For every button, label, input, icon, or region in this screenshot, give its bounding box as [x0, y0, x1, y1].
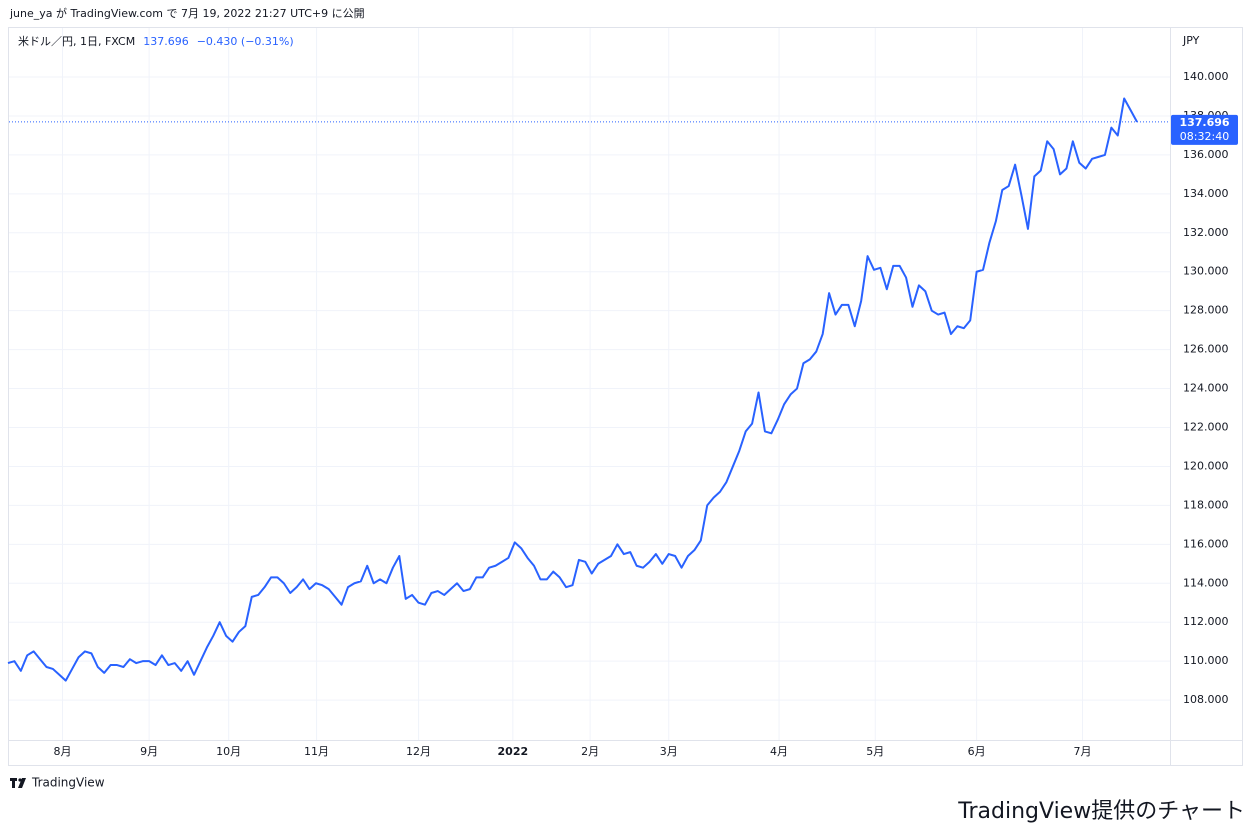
- change: −0.430 (−0.31%): [197, 35, 294, 48]
- x-tick-label: 3月: [660, 745, 678, 758]
- y-tick-label: 126.000: [1183, 343, 1229, 356]
- x-tick-label: 2月: [581, 745, 599, 758]
- y-tick-label: 128.000: [1183, 304, 1229, 317]
- y-tick-label: 130.000: [1183, 265, 1229, 278]
- y-tick-label: 122.000: [1183, 421, 1229, 434]
- last-price: 137.696: [143, 35, 189, 48]
- logo: TradingView: [31, 776, 105, 790]
- y-tick-label: 112.000: [1183, 615, 1229, 628]
- x-tick-label: 4月: [770, 745, 788, 758]
- price-label-box: [1171, 114, 1238, 145]
- y-tick-label: 108.000: [1183, 693, 1229, 706]
- x-tick-label: 2022: [498, 745, 529, 758]
- countdown: 08:32:40: [1180, 130, 1229, 143]
- y-tick-label: 110.000: [1183, 654, 1229, 667]
- x-tick-label: 8月: [54, 745, 72, 758]
- price-line: [7, 97, 1138, 682]
- y-tick-label: 114.000: [1183, 576, 1229, 589]
- currency: JPY: [1182, 34, 1200, 47]
- price-label: 137.696: [1179, 116, 1229, 129]
- x-tick-label: 5月: [866, 745, 884, 758]
- x-tick-label: 12月: [406, 745, 431, 758]
- y-tick-label: 140.000: [1183, 70, 1229, 83]
- x-tick-label: 11月: [304, 745, 329, 758]
- grid: [9, 28, 1170, 740]
- y-tick-label: 132.000: [1183, 226, 1229, 239]
- y-tick-label: 120.000: [1183, 459, 1229, 472]
- y-tick-label: 118.000: [1183, 498, 1229, 511]
- footer: TradingView提供のチャート: [957, 799, 1245, 824]
- symbol: 米ドル／円, 1日, FXCM: [18, 35, 135, 48]
- y-tick-label: 136.000: [1183, 148, 1229, 161]
- x-tick-label: 7月: [1073, 745, 1091, 758]
- x-tick-label: 9月: [140, 745, 158, 758]
- x-tick-label: 6月: [968, 745, 986, 758]
- header: june_ya が TradingView.com で 7月 19, 2022 …: [9, 6, 365, 20]
- y-tick-label: 134.000: [1183, 187, 1229, 200]
- y-tick-label: 124.000: [1183, 382, 1229, 395]
- legend: 米ドル／円, 1日, FXCM 137.696 −0.430 (−0.31%): [18, 35, 294, 48]
- y-tick-label: 116.000: [1183, 537, 1229, 550]
- logo-mark: [10, 778, 26, 788]
- plot: [7, 97, 1138, 682]
- x-tick-label: 10月: [216, 745, 241, 758]
- frame: [8, 27, 1243, 766]
